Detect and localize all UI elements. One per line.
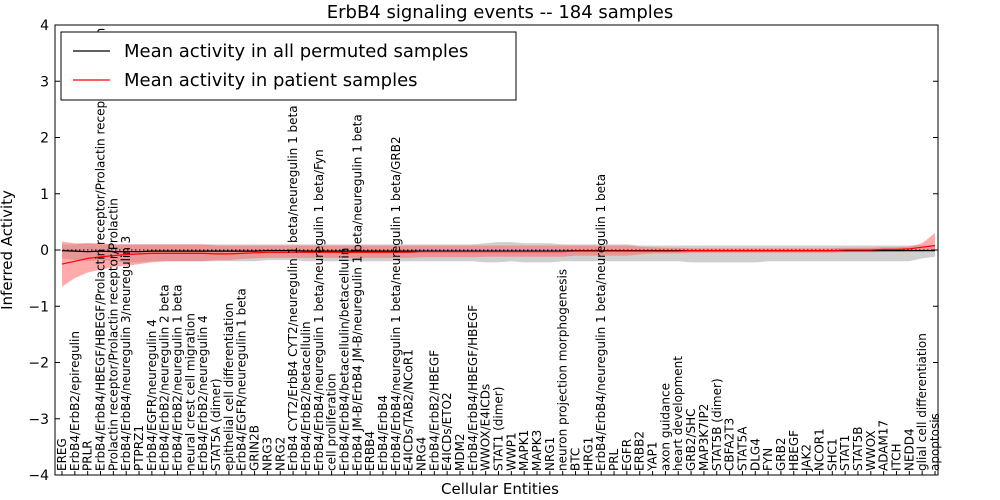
x-category-label: NCOR1 [812, 428, 826, 471]
x-category-label: apoptosis [928, 413, 942, 471]
chart-title: ErbB4 signaling events -- 184 samples [327, 2, 674, 23]
x-category-label: E4ICDs/ETO2 [440, 392, 454, 471]
series-line-1 [61, 244, 936, 265]
x-category-label: DLG4 [748, 438, 762, 471]
x-category-label: CBFA2T3 [723, 418, 737, 471]
x-category-label: neural crest cell migration [183, 313, 197, 471]
x-category-label: ErbB4/ErbB4/HBEGF/HBEGF/Prolactin recept… [94, 28, 108, 471]
x-category-label: ErbB4/ErbB4/neuregulin 1 beta/neuregulin… [594, 174, 608, 471]
x-category-label: ErbB4/ErbB4/neuregulin 1 beta/neuregulin… [312, 149, 326, 471]
x-category-label: STAT5B (dimer) [710, 378, 724, 471]
x-category-label: GRIN2B [248, 425, 262, 471]
x-category-label: neuron projection morphogenesis [556, 269, 570, 471]
x-category-label: STAT1 [838, 435, 852, 471]
x-category-label: GRB2/SHC [684, 408, 698, 471]
y-tick-label: −3 [28, 412, 49, 428]
x-category-label: ADAM17 [877, 420, 891, 471]
x-category-label: MAPK3 [530, 430, 544, 471]
x-category-label: SHC1 [825, 438, 839, 471]
x-category-label: EGFR [620, 439, 634, 471]
x-category-label: NRG2 [273, 437, 287, 471]
x-category-label: NRG4 [414, 437, 428, 471]
plot-area [55, 233, 938, 287]
x-category-label: ErbB4/ErbB2/betacellulin [299, 321, 313, 471]
x-category-label: PTPRZ1 [132, 425, 146, 471]
x-category-label: ErbB4/ErbB4/HBEGF/HBEGF [466, 305, 480, 471]
x-category-label: NRG3 [260, 437, 274, 471]
y-tick-label: 1 [40, 187, 49, 203]
legend-label-patient: Mean activity in patient samples [124, 70, 418, 91]
x-category-label: cell proliferation [325, 373, 339, 471]
x-category-label: BTC [569, 448, 583, 471]
legend: Mean activity in all permuted samples Me… [60, 31, 517, 101]
band-series-1 [62, 233, 935, 287]
x-category-label: ErbB4/ErbB4 [376, 395, 390, 471]
x-category-label: WWOX [864, 430, 878, 471]
x-category-label: STAT5A [735, 426, 749, 471]
x-category-label: WWP1 [504, 432, 518, 471]
x-category-label: PRL [607, 448, 621, 471]
x-category-label: PRLR [81, 440, 95, 471]
x-axis-categories: EREGErbB4/ErbB2/epiregulinPRLRErbB4/ErbB… [55, 28, 942, 475]
x-category-label: YAP1 [646, 442, 660, 472]
x-category-label: MAPK1 [517, 430, 531, 471]
legend-box [60, 31, 517, 101]
x-category-label: HBEGF [787, 430, 801, 471]
x-category-label: NEDD4 [902, 428, 916, 471]
y-tick-label: 3 [40, 74, 49, 90]
y-tick-label: 2 [40, 131, 49, 147]
y-tick-label: −4 [28, 468, 49, 484]
x-category-label: ErbB4/ErbB2/neuregulin 1 beta [171, 284, 185, 471]
x-category-label: axon guidance [658, 383, 672, 471]
x-category-label: STAT5B [851, 427, 865, 472]
x-category-label: ErbB4/ErbB4/neuregulin 3/neuregulin 3 [119, 236, 133, 471]
x-category-label: heart development [671, 356, 685, 471]
x-category-label: E4ICDs/TAB2/NCoR1 [402, 349, 416, 471]
x-category-label: WWOX/E4ICDs [479, 384, 493, 471]
x-category-label: ErbB4/ErbB2/HBEGF [427, 350, 441, 471]
x-category-label: STAT5A (dimer) [209, 378, 223, 471]
x-category-label: GRB2 [774, 437, 788, 471]
x-category-label: ErbB4/ErbB4/betacellulin/betacellulin [337, 248, 351, 471]
x-category-label: ErbB4 CYT2/ErbB4 CYT2/neuregulin 1 beta/… [286, 105, 300, 471]
x-category-label: ERBB2 [633, 431, 647, 471]
x-category-label: epithelial cell differentiation [222, 303, 236, 471]
y-tick-label: −2 [28, 356, 49, 372]
y-axis-label: Inferred Activity [0, 190, 16, 310]
x-category-label: STAT1 (dimer) [492, 387, 506, 471]
x-category-label: MDM2 [453, 433, 467, 471]
y-tick-label: 0 [40, 243, 49, 259]
x-category-label: ITCH [889, 443, 903, 471]
x-category-label: MAP3K7IP2 [697, 404, 711, 471]
x-category-label: ErbB4/EGFR/neuregulin 4 [145, 319, 159, 471]
x-category-label: ErbB4/ErbB2/epiregulin [68, 331, 82, 471]
y-tick-label: −1 [28, 299, 49, 315]
y-axis: −4 −3 −2 −1 0 1 2 3 4 [28, 18, 938, 484]
x-category-label: HRG1 [581, 437, 595, 471]
legend-label-permuted: Mean activity in all permuted samples [124, 41, 468, 62]
y-tick-label: 4 [40, 18, 49, 34]
x-category-label: EREG [55, 438, 69, 471]
x-category-label: Prolactin receptor/Prolactin receptor/Pr… [106, 198, 120, 471]
x-axis-label: Cellular Entities [441, 480, 559, 498]
x-category-label: ErbB4/ErbB2/neuregulin 2 beta [158, 284, 172, 471]
x-category-label: FYN [761, 448, 775, 471]
x-category-label: ErbB4/EGFR/neuregulin 1 beta [235, 288, 249, 471]
x-category-label: ErbB4 JM-B/ErbB4 JM-B/neuregulin 1 beta/… [350, 114, 364, 471]
x-category-label: JAK2 [800, 444, 814, 472]
x-category-label: glial cell differentiation [915, 333, 929, 471]
x-category-label: ERBB4 [363, 431, 377, 471]
x-category-label: ErbB4/ErbB4/neuregulin 1 beta/neuregulin… [389, 136, 403, 471]
x-category-label: NRG1 [543, 437, 557, 471]
plot-frame [54, 24, 939, 476]
x-category-label: ErbB4/ErbB2/neuregulin 4 [196, 315, 210, 471]
